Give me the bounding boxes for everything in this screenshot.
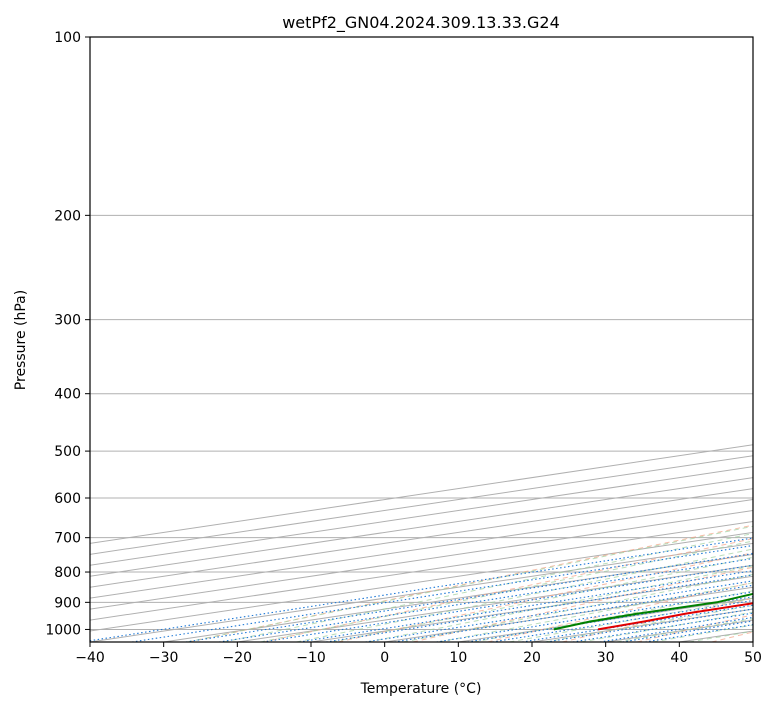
- y-tick-label: 100: [54, 30, 81, 46]
- x-tick-label: −40: [75, 650, 105, 666]
- y-tick-label: 400: [54, 387, 81, 403]
- y-axis-label: Pressure (hPa): [13, 290, 29, 390]
- x-tick-label: 10: [449, 650, 467, 666]
- y-tick-label: 700: [54, 531, 81, 547]
- x-tick-label: 0: [380, 650, 389, 666]
- y-tick-label: 300: [54, 313, 81, 329]
- chart-title: wetPf2_GN04.2024.309.13.33.G24: [282, 13, 560, 33]
- x-tick-label: 50: [744, 650, 762, 666]
- y-tick-label: 500: [54, 444, 81, 460]
- x-axis-label: Temperature (°C): [360, 681, 482, 697]
- y-tick-label: 900: [54, 595, 81, 611]
- x-tick-label: 40: [670, 650, 688, 666]
- y-tick-label: 200: [54, 208, 81, 224]
- x-tick-label: −10: [296, 650, 326, 666]
- y-tick-label: 1000: [45, 622, 81, 638]
- x-tick-label: 20: [523, 650, 541, 666]
- y-tick-label: 800: [54, 565, 81, 581]
- x-tick-label: 30: [597, 650, 615, 666]
- y-tick-label: 600: [54, 491, 81, 507]
- x-tick-label: −30: [149, 650, 179, 666]
- x-tick-label: −20: [223, 650, 253, 666]
